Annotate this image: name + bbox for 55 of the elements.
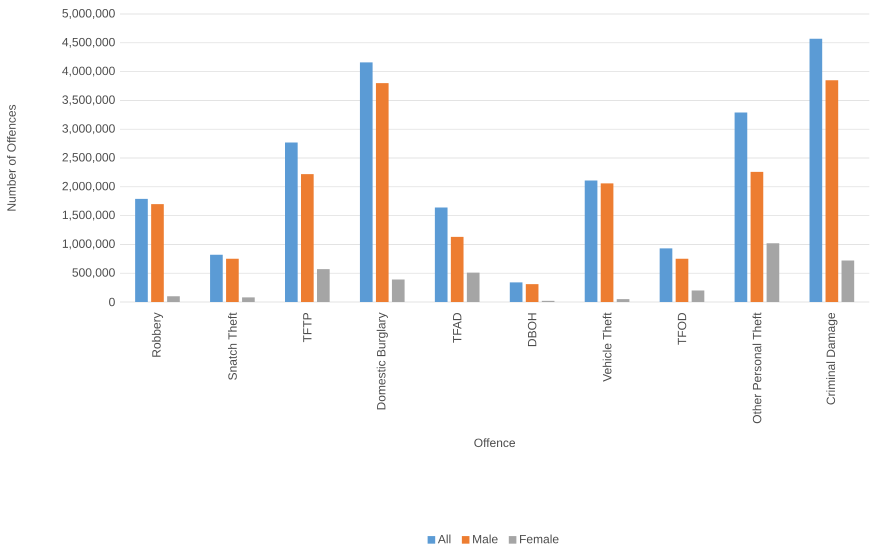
y-tick-label: 4,000,000 [62,66,115,77]
bar [360,62,373,302]
bar [226,258,239,302]
bar [210,254,223,302]
legend-label: Male [473,534,498,544]
y-tick-label: 1,000,000 [62,239,115,250]
x-tick-label: Domestic Burglary [376,312,388,410]
bar [317,269,330,302]
y-tick-label: 2,500,000 [62,153,115,163]
x-tick-label: TFTP [303,313,312,342]
bar [810,38,822,302]
y-tick-label: 2,000,000 [62,182,115,192]
bar [301,174,314,302]
bar [842,260,854,302]
x-tick-label: Robbery [152,312,164,357]
bar [167,296,180,302]
x-tick-label: Snatch Theft [228,312,237,380]
y-tick-label: 0 [109,298,115,306]
bar [510,282,522,302]
y-tick-label: 4,500,000 [62,38,115,48]
bar [392,280,405,302]
bar [466,272,480,302]
x-tick-label: Other Personal Theft [752,312,762,424]
bar [692,290,704,302]
bar [526,284,538,302]
x-tick-label: TFOD [678,312,686,345]
legend-label: All [438,534,450,544]
bar [766,243,780,302]
x-tick-label: Vehicle Theft [602,312,612,382]
bar [676,258,688,302]
x-tick-label: TFAD [453,312,462,343]
y-tick-label: 500,000 [72,268,115,278]
bar [826,80,838,302]
legend-label: Female [520,534,559,544]
bar [600,183,614,302]
y-tick-label: 1,500,000 [62,210,115,221]
bar [151,204,164,302]
bar [616,299,630,302]
bar [285,142,298,302]
y-tick-label: 5,000,000 [62,9,115,19]
y-tick-label: 3,000,000 [62,124,115,134]
x-tick-label: Criminal Damage [826,312,838,404]
bar [450,236,464,302]
y-tick-label: 3,500,000 [62,95,115,106]
x-axis-title: Offence [474,438,516,448]
bar [376,83,389,302]
bar [660,248,672,302]
bar [135,198,148,302]
bar [584,180,598,302]
bar [242,297,255,302]
y-axis-title: Number of Offences [6,104,16,211]
bar [734,112,748,302]
bar [750,172,764,302]
bar [434,208,448,302]
x-tick-label: DBOH [528,313,536,346]
